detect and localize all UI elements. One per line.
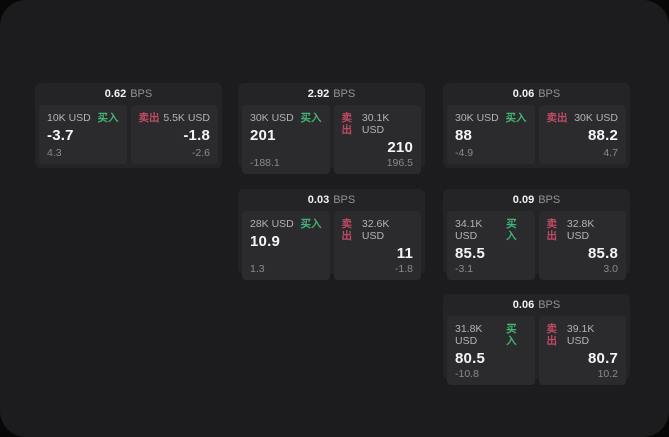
spread-header: 0.06 BPS [443,294,630,316]
buy-side-label: 买入 [505,112,527,124]
buy-price: -3.7 [47,127,74,144]
sell-panel[interactable]: 卖出 30.1K USD 210 196.5 [333,105,421,174]
sell-panel[interactable]: 卖出 39.1K USD 80.7 10.2 [538,316,626,385]
sell-price: 11 [396,245,413,262]
quote-panels: 30K USD 买入 201 -188.1 卖出 30.1K USD 210 1… [238,105,425,178]
buy-side-label: 买入 [97,112,119,124]
sell-side-label: 卖出 [546,112,568,124]
sell-price: 210 [387,139,413,156]
sell-side-label: 卖出 [341,218,353,242]
buy-price: 88 [455,127,473,144]
sell-panel[interactable]: 卖出 5.5K USD -1.8 -2.6 [130,105,218,164]
sell-size-label: 30K USD [574,112,618,124]
buy-panel[interactable]: 30K USD 买入 201 -188.1 [242,105,330,174]
sell-size-label: 32.6K USD [361,218,390,242]
spread-header: 0.62 BPS [35,83,222,105]
quote-panels: 34.1K USD 买入 85.5 -3.1 卖出 32.8K USD 85.8… [443,211,630,284]
spread-value: 0.06 [512,88,535,100]
buy-side-label: 买入 [506,218,517,242]
spread-unit-label: BPS [538,88,561,100]
buy-size-label: 10K USD [47,112,91,124]
sell-delta: 4.7 [603,147,618,159]
buy-price: 201 [250,127,276,144]
buy-delta: -10.8 [455,368,479,380]
spread-unit-label: BPS [130,88,153,100]
buy-delta: -3.1 [455,263,474,275]
sell-delta: -1.8 [394,263,413,275]
buy-panel[interactable]: 34.1K USD 买入 85.5 -3.1 [447,211,535,280]
spread-value: 0.06 [512,299,535,311]
sell-size-label: 5.5K USD [163,112,210,124]
sell-side-label: 卖出 [546,218,558,242]
sell-delta: 3.0 [603,263,618,275]
buy-size-label: 34.1K USD [455,218,483,242]
sell-price: 85.8 [588,245,618,262]
spread-header: 0.06 BPS [443,83,630,105]
spread-value: 2.92 [307,88,330,100]
quote-card: 0.06 BPS 31.8K USD 买入 80.5 -10.8 卖出 39.1… [443,294,630,385]
quote-panels: 31.8K USD 买入 80.5 -10.8 卖出 39.1K USD 80.… [443,316,630,389]
buy-panel[interactable]: 30K USD 买入 88 -4.9 [447,105,535,164]
buy-price: 80.5 [455,350,485,367]
spread-header: 0.09 BPS [443,189,630,211]
buy-size-label: 28K USD [250,218,294,230]
sell-price: 88.2 [588,127,618,144]
spread-value: 0.03 [307,194,330,206]
sell-panel[interactable]: 卖出 30K USD 88.2 4.7 [538,105,626,164]
spread-unit-label: BPS [333,88,356,100]
sell-size-label: 39.1K USD [566,323,595,347]
sell-panel[interactable]: 卖出 32.6K USD 11 -1.8 [333,211,421,280]
quote-card: 0.03 BPS 28K USD 买入 10.9 1.3 卖出 32.6K US… [238,189,425,280]
spread-header: 0.03 BPS [238,189,425,211]
sell-size-label: 30.1K USD [361,112,390,136]
sell-price: 80.7 [588,350,618,367]
sell-side-label: 卖出 [341,112,353,136]
sell-side-label: 卖出 [546,323,558,347]
spread-value: 0.09 [512,194,535,206]
quote-card: 2.92 BPS 30K USD 买入 201 -188.1 卖出 30.1K … [238,83,425,174]
sell-side-label: 卖出 [138,112,160,124]
buy-side-label: 买入 [300,112,322,124]
buy-delta: 4.3 [47,147,62,159]
sell-price: -1.8 [183,127,210,144]
buy-side-label: 买入 [300,218,322,230]
buy-side-label: 买入 [506,323,517,347]
spread-unit-label: BPS [538,194,561,206]
spread-unit-label: BPS [333,194,356,206]
quote-card: 0.62 BPS 10K USD 买入 -3.7 4.3 卖出 5.5K USD… [35,83,222,168]
buy-delta: -4.9 [455,147,474,159]
spread-value: 0.62 [104,88,127,100]
spread-unit-label: BPS [538,299,561,311]
buy-panel[interactable]: 10K USD 买入 -3.7 4.3 [39,105,127,164]
quote-panels: 28K USD 买入 10.9 1.3 卖出 32.6K USD 11 -1.8 [238,211,425,284]
buy-delta: -188.1 [250,157,280,169]
sell-size-label: 32.8K USD [566,218,595,242]
buy-size-label: 31.8K USD [455,323,483,347]
sell-panel[interactable]: 卖出 32.8K USD 85.8 3.0 [538,211,626,280]
quote-panels: 10K USD 买入 -3.7 4.3 卖出 5.5K USD -1.8 -2.… [35,105,222,168]
sell-delta: 196.5 [386,157,413,169]
buy-delta: 1.3 [250,263,265,275]
quote-panels: 30K USD 买入 88 -4.9 卖出 30K USD 88.2 4.7 [443,105,630,168]
quote-card: 0.09 BPS 34.1K USD 买入 85.5 -3.1 卖出 32.8K… [443,189,630,280]
spread-header: 2.92 BPS [238,83,425,105]
quote-card: 0.06 BPS 30K USD 买入 88 -4.9 卖出 30K USD 8… [443,83,630,168]
buy-panel[interactable]: 28K USD 买入 10.9 1.3 [242,211,330,280]
sell-delta: -2.6 [191,147,210,159]
buy-size-label: 30K USD [250,112,294,124]
sell-delta: 10.2 [597,368,618,380]
buy-panel[interactable]: 31.8K USD 买入 80.5 -10.8 [447,316,535,385]
buy-price: 10.9 [250,233,280,250]
buy-price: 85.5 [455,245,485,262]
buy-size-label: 30K USD [455,112,499,124]
